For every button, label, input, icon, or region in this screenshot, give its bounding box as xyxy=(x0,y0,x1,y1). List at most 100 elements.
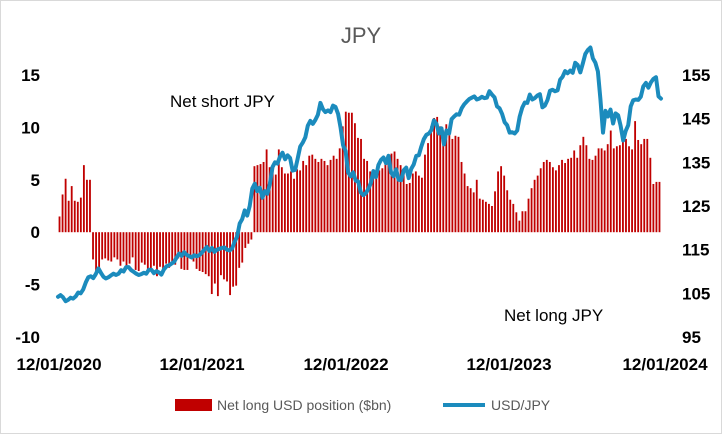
bar xyxy=(140,232,143,263)
bar xyxy=(335,158,338,233)
bar xyxy=(582,136,585,233)
bar xyxy=(460,161,463,233)
bar xyxy=(195,232,198,269)
bar xyxy=(555,170,557,233)
bar xyxy=(250,232,253,240)
bar xyxy=(372,169,375,233)
bar xyxy=(527,198,530,233)
bar xyxy=(542,161,545,233)
bar xyxy=(512,203,515,233)
bar xyxy=(204,232,207,275)
bar xyxy=(469,188,472,233)
x-axis: 12/01/2020 12/01/2021 12/01/2022 12/01/2023… xyxy=(16,355,708,374)
bar xyxy=(402,172,405,233)
bar xyxy=(411,173,414,233)
bar xyxy=(481,199,484,233)
bar xyxy=(491,206,493,233)
bar xyxy=(332,155,335,233)
bar xyxy=(518,220,521,233)
right-tick-label: 125 xyxy=(682,197,710,216)
bar xyxy=(171,232,174,262)
left-tick-label: 5 xyxy=(31,171,40,190)
bar xyxy=(521,211,524,233)
bar xyxy=(545,159,548,233)
legend-label-bars: Net long USD position ($bn) xyxy=(217,397,391,413)
right-tick-label: 105 xyxy=(682,284,710,303)
bar xyxy=(524,211,527,233)
bar xyxy=(70,186,73,233)
bar xyxy=(189,232,192,258)
bar xyxy=(649,157,652,233)
bar xyxy=(156,232,158,277)
bar xyxy=(165,232,168,264)
bar xyxy=(232,232,235,287)
bar xyxy=(655,181,658,233)
bar xyxy=(253,166,256,233)
legend: Net long USD position ($bn) USD/JPY xyxy=(175,397,551,413)
bar xyxy=(293,178,295,233)
bar xyxy=(122,232,125,262)
bar xyxy=(454,135,457,233)
bar xyxy=(223,232,225,280)
bar xyxy=(128,232,131,264)
bar xyxy=(73,200,76,233)
bar xyxy=(539,168,542,233)
bar xyxy=(591,159,594,233)
bar xyxy=(323,160,326,233)
left-axis: -10 -5 0 5 10 15 xyxy=(15,66,40,347)
right-tick-label: 145 xyxy=(682,110,710,129)
bar xyxy=(192,232,195,262)
bar xyxy=(652,183,655,233)
bar xyxy=(579,145,582,233)
bar xyxy=(162,232,164,274)
bar xyxy=(378,170,381,233)
bar xyxy=(618,145,621,233)
bar xyxy=(637,139,640,233)
bar xyxy=(609,130,612,233)
bar xyxy=(606,144,609,233)
bar xyxy=(207,232,210,277)
bar xyxy=(180,232,183,269)
bar xyxy=(384,164,387,233)
bar xyxy=(268,167,271,233)
bar xyxy=(442,130,445,233)
bar xyxy=(107,232,110,261)
bar xyxy=(451,138,454,233)
bar xyxy=(390,153,393,233)
bar xyxy=(366,160,369,233)
bar xyxy=(576,157,579,233)
bar xyxy=(472,192,475,233)
x-tick-label: 12/01/2023 xyxy=(466,355,551,374)
bar xyxy=(561,159,563,233)
bar xyxy=(631,149,633,233)
bar xyxy=(427,143,429,233)
bar xyxy=(588,158,591,233)
bar xyxy=(296,169,298,233)
bar xyxy=(405,183,408,233)
bar xyxy=(436,116,439,233)
bar xyxy=(86,179,88,233)
bar xyxy=(417,175,420,233)
bar xyxy=(625,138,627,233)
bar xyxy=(311,154,314,233)
bar xyxy=(125,232,128,268)
bar xyxy=(220,232,222,276)
bar xyxy=(329,159,332,233)
x-tick-label: 12/01/2021 xyxy=(159,355,244,374)
bar xyxy=(338,148,341,233)
annotation-net-long: Net long JPY xyxy=(504,306,603,325)
bar xyxy=(393,151,396,233)
right-tick-label: 115 xyxy=(682,241,709,260)
bar xyxy=(564,163,566,233)
bar xyxy=(570,157,573,233)
legend-swatch-bars xyxy=(175,399,212,411)
left-tick-label: 0 xyxy=(31,223,40,242)
annotation-net-short: Net short JPY xyxy=(170,92,275,111)
bar xyxy=(280,167,283,233)
bar xyxy=(600,148,603,233)
bar xyxy=(64,178,67,233)
bar xyxy=(216,232,219,297)
bar xyxy=(82,165,85,233)
bar xyxy=(500,166,503,233)
